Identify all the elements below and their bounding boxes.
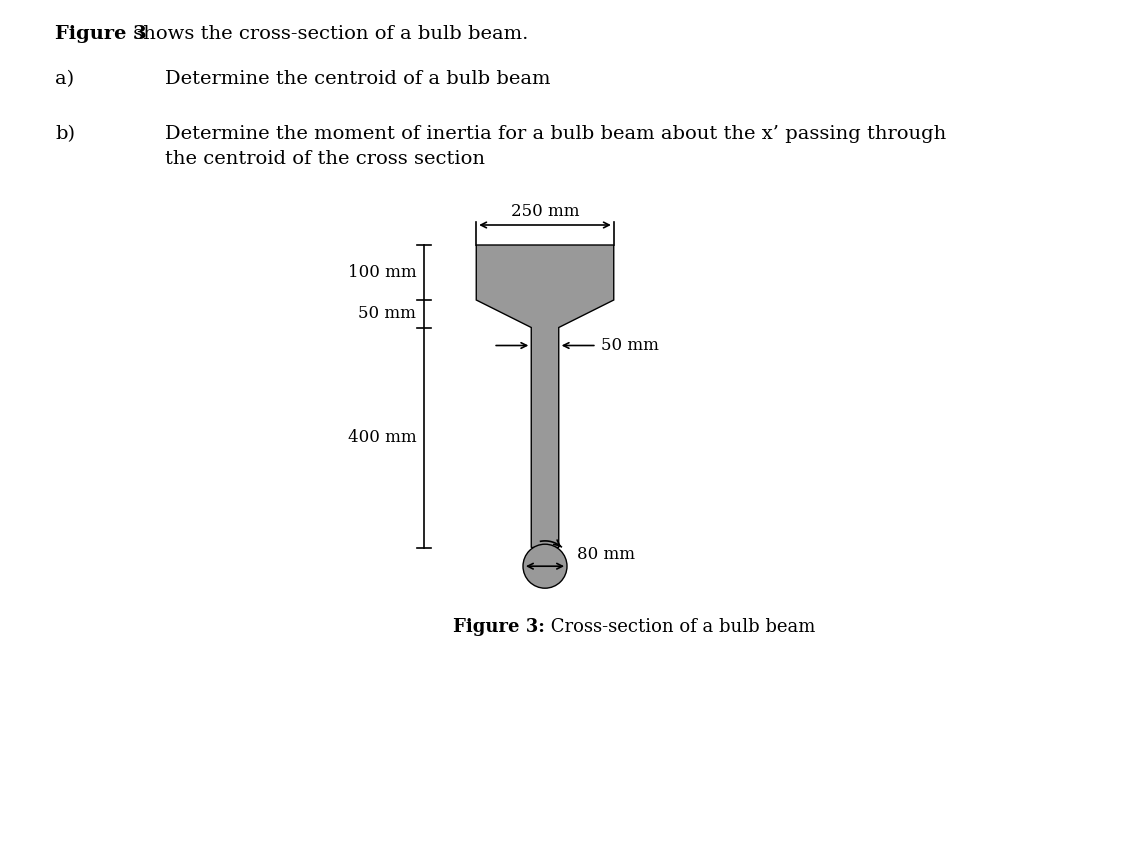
Text: 100 mm: 100 mm	[348, 264, 416, 281]
Text: Cross-section of a bulb beam: Cross-section of a bulb beam	[544, 618, 816, 636]
Circle shape	[523, 544, 567, 588]
Text: 250 mm: 250 mm	[511, 203, 579, 220]
Text: Figure 3:: Figure 3:	[453, 618, 544, 636]
Text: Figure 3: Figure 3	[55, 25, 146, 43]
Polygon shape	[476, 245, 614, 548]
Text: 400 mm: 400 mm	[348, 429, 416, 446]
Text: a): a)	[55, 70, 74, 88]
Text: Determine the centroid of a bulb beam: Determine the centroid of a bulb beam	[165, 70, 550, 88]
Text: Determine the moment of inertia for a bulb beam about the x’ passing through: Determine the moment of inertia for a bu…	[165, 125, 946, 143]
Text: 50 mm: 50 mm	[359, 305, 416, 323]
Text: 50 mm: 50 mm	[601, 337, 658, 354]
Text: b): b)	[55, 125, 75, 143]
Text: shows the cross-section of a bulb beam.: shows the cross-section of a bulb beam.	[127, 25, 529, 43]
Text: 80 mm: 80 mm	[577, 546, 634, 563]
Text: the centroid of the cross section: the centroid of the cross section	[165, 150, 485, 168]
